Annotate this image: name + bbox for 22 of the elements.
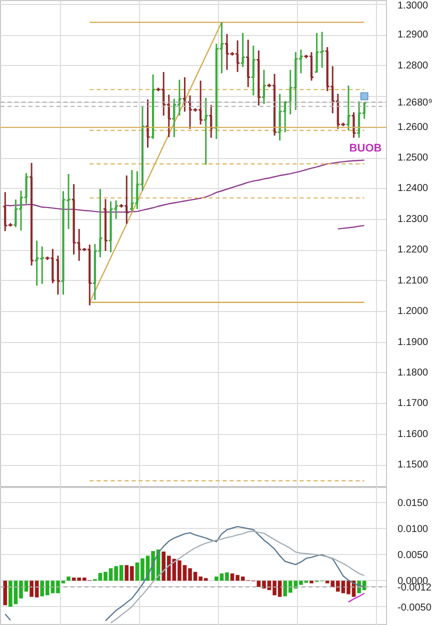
y-tick-label: 1.2500: [398, 152, 429, 164]
y-tick-label: 0.0100: [398, 524, 429, 536]
y-tick-label: 1.2680⁹: [398, 97, 432, 108]
y-tick-label: 1.2300: [398, 214, 429, 225]
y-tick-label: -0.0050: [398, 602, 432, 614]
y-tick-label: 1.2400: [398, 183, 429, 194]
y-tick-label: 1.1500: [398, 460, 429, 471]
y-tick-label: 1.2900: [398, 30, 429, 41]
y-tick-label: 1.1700: [398, 398, 429, 410]
y-tick-label: 1.1800: [398, 367, 429, 378]
y-tick-label: 0.0050: [398, 550, 429, 562]
y-tick-label: 1.2100: [398, 275, 429, 286]
y-tick-label: 1.2800: [398, 60, 429, 72]
y-tick-label: 1.2600: [398, 122, 429, 133]
y-tick-label: -0.0012: [398, 582, 432, 594]
y-tick-label: 1.2200: [398, 244, 429, 256]
y-tick-label: 1.2000: [398, 306, 429, 318]
y-tick-label: 1.1600: [398, 428, 429, 440]
annotation: BUOB: [349, 142, 382, 154]
y-tick-label: 0.0150: [398, 498, 429, 510]
y-tick-label: 1.3000: [398, 0, 429, 12]
y-tick-label: 1.1900: [398, 336, 429, 348]
